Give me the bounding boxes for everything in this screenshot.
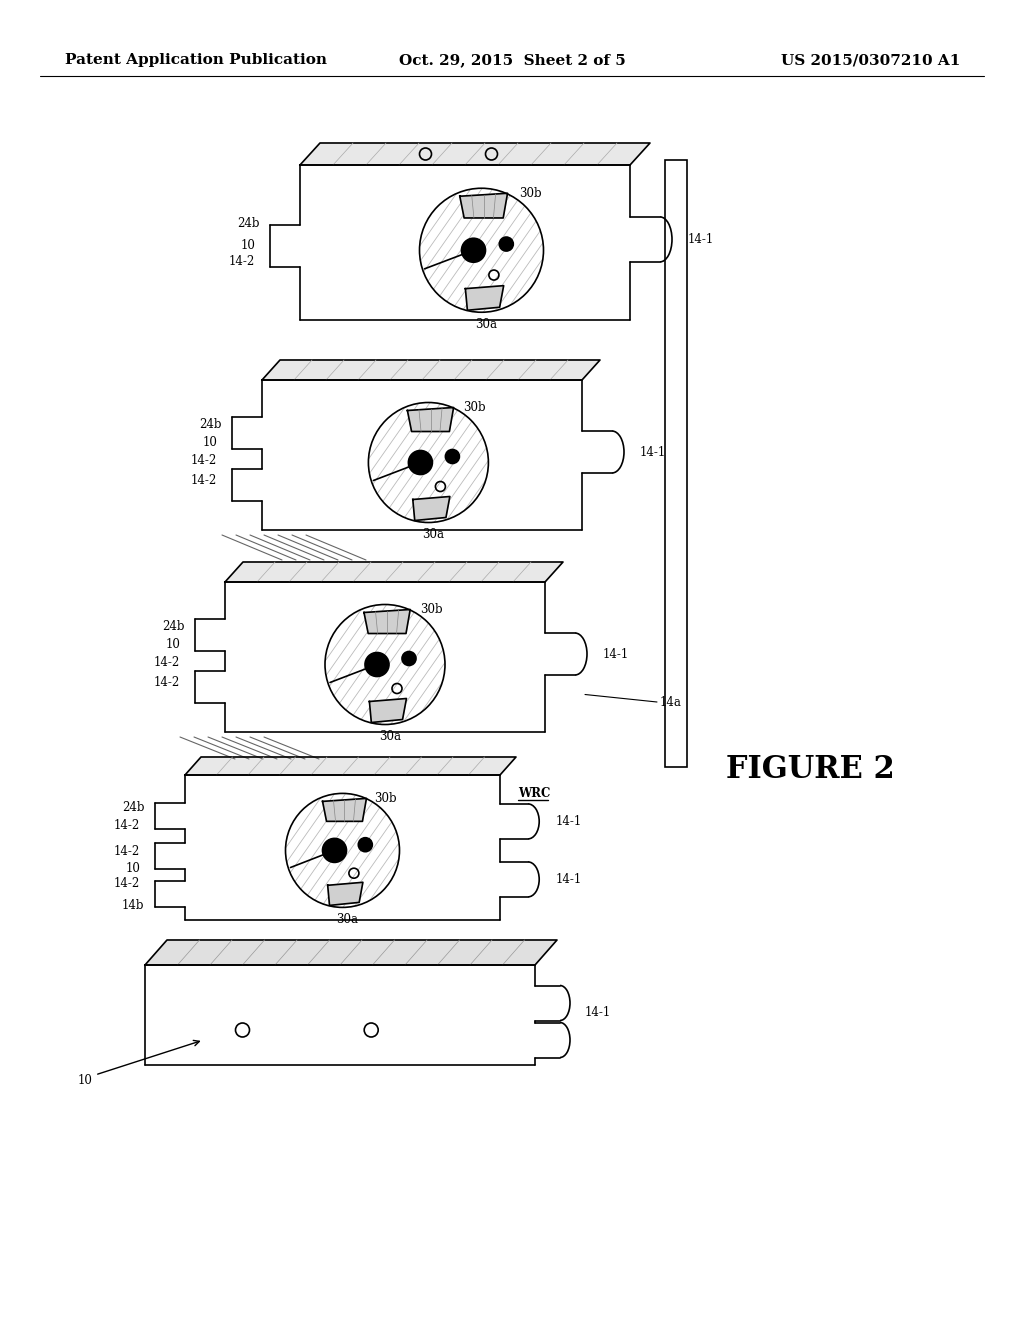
Text: 10: 10 bbox=[126, 862, 140, 875]
Text: 10: 10 bbox=[203, 436, 217, 449]
Text: 14-2: 14-2 bbox=[114, 820, 140, 832]
Polygon shape bbox=[465, 285, 504, 310]
Polygon shape bbox=[408, 408, 454, 432]
Text: 30: 30 bbox=[351, 850, 366, 863]
Bar bbox=[300, 165, 630, 319]
Text: WRC: WRC bbox=[518, 787, 550, 800]
Text: 14-2: 14-2 bbox=[114, 878, 140, 891]
Text: 10: 10 bbox=[241, 239, 255, 252]
Bar bbox=[262, 380, 582, 531]
Text: Oct. 29, 2015  Sheet 2 of 5: Oct. 29, 2015 Sheet 2 of 5 bbox=[398, 53, 626, 67]
Text: 28: 28 bbox=[373, 836, 388, 849]
Polygon shape bbox=[262, 360, 600, 380]
Text: 14-1: 14-1 bbox=[556, 814, 583, 828]
Circle shape bbox=[372, 660, 382, 669]
Circle shape bbox=[469, 246, 478, 255]
Circle shape bbox=[462, 238, 485, 263]
Polygon shape bbox=[370, 698, 407, 722]
Text: 24b: 24b bbox=[237, 216, 259, 230]
Text: FIGURE 2: FIGURE 2 bbox=[726, 755, 894, 785]
Polygon shape bbox=[225, 562, 563, 582]
Text: 14-1: 14-1 bbox=[688, 232, 715, 246]
Circle shape bbox=[416, 458, 425, 467]
Bar bbox=[665, 160, 687, 767]
Text: Patent Application Publication: Patent Application Publication bbox=[65, 53, 327, 67]
Bar bbox=[185, 775, 500, 920]
Circle shape bbox=[420, 189, 544, 313]
Text: 14a: 14a bbox=[660, 696, 682, 709]
Polygon shape bbox=[460, 193, 508, 218]
Text: 12: 12 bbox=[375, 638, 389, 651]
Text: 30: 30 bbox=[395, 667, 411, 678]
Polygon shape bbox=[413, 496, 450, 520]
Circle shape bbox=[325, 605, 445, 725]
Text: 28: 28 bbox=[516, 236, 530, 248]
Text: 30a: 30a bbox=[475, 318, 498, 331]
Text: 14-1: 14-1 bbox=[640, 446, 667, 458]
Bar bbox=[145, 965, 535, 1065]
Text: 30a: 30a bbox=[379, 730, 401, 743]
Text: 24b: 24b bbox=[162, 620, 184, 634]
Text: 14-2: 14-2 bbox=[229, 255, 255, 268]
Circle shape bbox=[330, 845, 340, 855]
Text: 14-2: 14-2 bbox=[190, 474, 217, 487]
Text: 14-2: 14-2 bbox=[114, 845, 140, 858]
Text: 30: 30 bbox=[439, 465, 454, 477]
Text: 30a: 30a bbox=[337, 913, 358, 925]
Text: 24b: 24b bbox=[199, 418, 221, 432]
Polygon shape bbox=[300, 143, 650, 165]
Bar bbox=[225, 582, 545, 733]
Text: 10: 10 bbox=[166, 638, 180, 651]
Polygon shape bbox=[145, 940, 557, 965]
Text: 12: 12 bbox=[469, 222, 484, 235]
Text: 10: 10 bbox=[78, 1073, 92, 1086]
Text: 30b: 30b bbox=[519, 186, 542, 199]
Text: 14-2: 14-2 bbox=[154, 656, 180, 669]
Text: 30: 30 bbox=[494, 253, 509, 267]
Text: 14-1: 14-1 bbox=[603, 648, 630, 660]
Text: ○: ○ bbox=[356, 862, 369, 875]
Polygon shape bbox=[323, 799, 367, 821]
Circle shape bbox=[409, 450, 432, 474]
Circle shape bbox=[402, 652, 416, 665]
Polygon shape bbox=[328, 882, 362, 906]
Text: ○: ○ bbox=[444, 477, 456, 488]
Circle shape bbox=[365, 652, 389, 676]
Text: 32: 32 bbox=[456, 248, 471, 261]
Text: 28: 28 bbox=[418, 649, 432, 663]
Circle shape bbox=[500, 238, 513, 251]
Text: 30b: 30b bbox=[375, 792, 397, 805]
Circle shape bbox=[369, 403, 488, 523]
Text: 12: 12 bbox=[418, 436, 433, 449]
Text: 14-1: 14-1 bbox=[556, 873, 583, 886]
Text: 14-2: 14-2 bbox=[190, 454, 217, 467]
Circle shape bbox=[358, 838, 373, 851]
Text: 30b: 30b bbox=[464, 401, 486, 414]
Text: 28: 28 bbox=[461, 447, 476, 461]
Text: ○: ○ bbox=[401, 678, 413, 690]
Text: 32: 32 bbox=[404, 459, 420, 473]
Text: 14-2: 14-2 bbox=[154, 676, 180, 689]
Text: 32: 32 bbox=[361, 663, 377, 675]
Text: 24b: 24b bbox=[122, 801, 144, 814]
Text: 14b: 14b bbox=[122, 899, 144, 912]
Text: 30b: 30b bbox=[420, 603, 442, 616]
Text: 32: 32 bbox=[321, 847, 335, 859]
Circle shape bbox=[323, 838, 346, 862]
Text: US 2015/0307210 A1: US 2015/0307210 A1 bbox=[780, 53, 961, 67]
Circle shape bbox=[286, 793, 399, 907]
Text: 12: 12 bbox=[332, 826, 347, 840]
Text: 30a: 30a bbox=[422, 528, 444, 541]
Polygon shape bbox=[364, 610, 411, 634]
Text: ○: ○ bbox=[500, 265, 511, 279]
Polygon shape bbox=[185, 756, 516, 775]
Text: 14-1: 14-1 bbox=[585, 1006, 611, 1019]
Circle shape bbox=[445, 450, 460, 463]
